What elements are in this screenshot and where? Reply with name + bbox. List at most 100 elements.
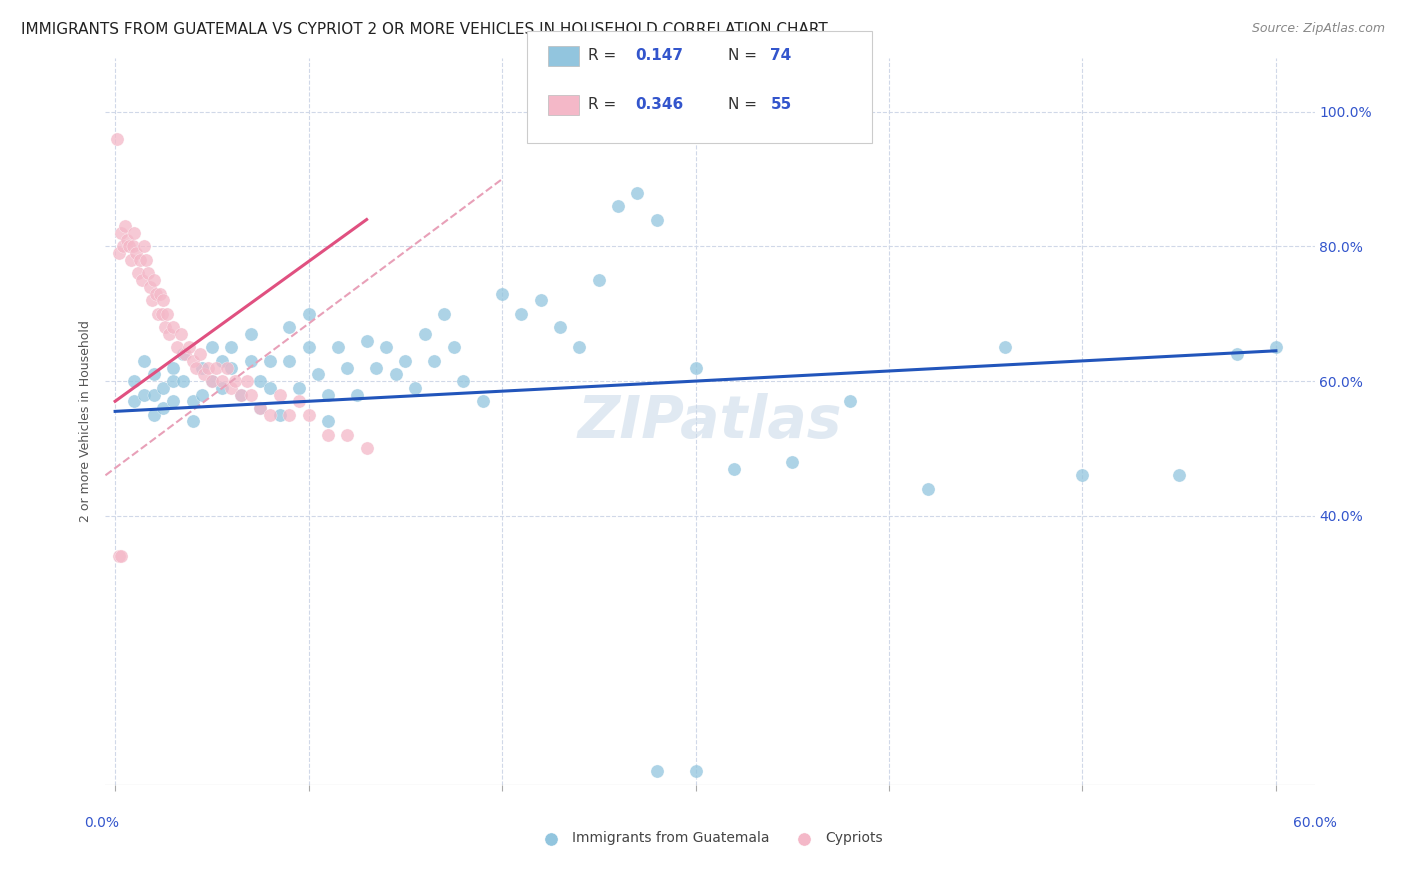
Point bbox=[181, 414, 204, 428]
Point bbox=[249, 401, 271, 415]
Point bbox=[191, 360, 214, 375]
Point bbox=[645, 764, 668, 779]
Point bbox=[211, 374, 233, 388]
Text: Source: ZipAtlas.com: Source: ZipAtlas.com bbox=[1251, 22, 1385, 36]
Point bbox=[239, 326, 262, 341]
Point bbox=[316, 428, 339, 442]
Point bbox=[219, 381, 242, 395]
Point bbox=[114, 219, 136, 234]
Point bbox=[626, 186, 648, 200]
Point bbox=[249, 401, 271, 415]
Point bbox=[110, 226, 132, 240]
Point bbox=[645, 212, 668, 227]
Point bbox=[197, 360, 219, 375]
Point bbox=[607, 199, 630, 213]
Point bbox=[204, 360, 226, 375]
Point bbox=[201, 374, 224, 388]
Point bbox=[588, 273, 610, 287]
Point bbox=[229, 387, 252, 401]
Point bbox=[170, 326, 193, 341]
Point bbox=[139, 280, 162, 294]
Point bbox=[173, 347, 195, 361]
Point bbox=[278, 320, 301, 334]
Point bbox=[191, 387, 214, 401]
Point bbox=[453, 374, 475, 388]
Point bbox=[259, 408, 281, 422]
Point bbox=[413, 326, 436, 341]
Point bbox=[366, 360, 388, 375]
Point bbox=[146, 307, 169, 321]
Point bbox=[229, 387, 252, 401]
Point bbox=[142, 387, 165, 401]
Point bbox=[108, 246, 131, 260]
Point bbox=[1226, 347, 1249, 361]
Point bbox=[278, 408, 301, 422]
Point bbox=[129, 252, 152, 267]
Point bbox=[288, 394, 311, 409]
Point bbox=[269, 408, 291, 422]
Point bbox=[125, 246, 148, 260]
Point bbox=[685, 764, 707, 779]
Point bbox=[105, 132, 128, 146]
Point bbox=[239, 387, 262, 401]
Point bbox=[384, 368, 406, 382]
Point bbox=[278, 354, 301, 368]
Point bbox=[433, 307, 456, 321]
Point bbox=[201, 340, 224, 354]
Y-axis label: 2 or more Vehicles in Household: 2 or more Vehicles in Household bbox=[79, 320, 93, 523]
Point bbox=[110, 549, 132, 563]
Point bbox=[1168, 468, 1191, 483]
Point bbox=[356, 442, 378, 456]
Point bbox=[142, 368, 165, 382]
Point bbox=[269, 387, 291, 401]
Point bbox=[326, 340, 349, 354]
Point bbox=[423, 354, 446, 368]
Point bbox=[297, 408, 319, 422]
Point bbox=[149, 286, 172, 301]
Point bbox=[162, 320, 184, 334]
Text: R =: R = bbox=[588, 48, 621, 62]
Point bbox=[394, 354, 416, 368]
Point bbox=[994, 340, 1017, 354]
Point bbox=[193, 368, 215, 382]
Point bbox=[1071, 468, 1094, 483]
Point bbox=[172, 347, 194, 361]
Point bbox=[127, 266, 149, 280]
Point bbox=[172, 374, 194, 388]
Point bbox=[136, 266, 159, 280]
Point bbox=[156, 307, 179, 321]
Point bbox=[152, 381, 174, 395]
Point bbox=[568, 340, 591, 354]
Point bbox=[217, 360, 239, 375]
Point bbox=[152, 293, 174, 308]
Point bbox=[239, 354, 262, 368]
Point bbox=[288, 381, 311, 395]
Point bbox=[356, 334, 378, 348]
Point bbox=[685, 360, 707, 375]
Point bbox=[131, 273, 153, 287]
Point bbox=[404, 381, 426, 395]
Point bbox=[443, 340, 465, 354]
Text: N =: N = bbox=[728, 48, 762, 62]
Point bbox=[157, 326, 180, 341]
Point bbox=[780, 455, 803, 469]
Point bbox=[142, 273, 165, 287]
Text: R =: R = bbox=[588, 97, 621, 112]
Point bbox=[134, 354, 156, 368]
Point bbox=[297, 307, 319, 321]
Point bbox=[145, 286, 167, 301]
Point bbox=[723, 461, 745, 475]
Legend: Immigrants from Guatemala, Cypriots: Immigrants from Guatemala, Cypriots bbox=[531, 826, 889, 851]
Point bbox=[530, 293, 553, 308]
Point bbox=[211, 354, 233, 368]
Point bbox=[118, 239, 141, 253]
Point bbox=[297, 340, 319, 354]
Point bbox=[249, 374, 271, 388]
Point bbox=[152, 401, 174, 415]
Point bbox=[307, 368, 329, 382]
Point bbox=[181, 394, 204, 409]
Point bbox=[162, 360, 184, 375]
Point bbox=[124, 374, 146, 388]
Point bbox=[108, 549, 131, 563]
Point bbox=[155, 320, 177, 334]
